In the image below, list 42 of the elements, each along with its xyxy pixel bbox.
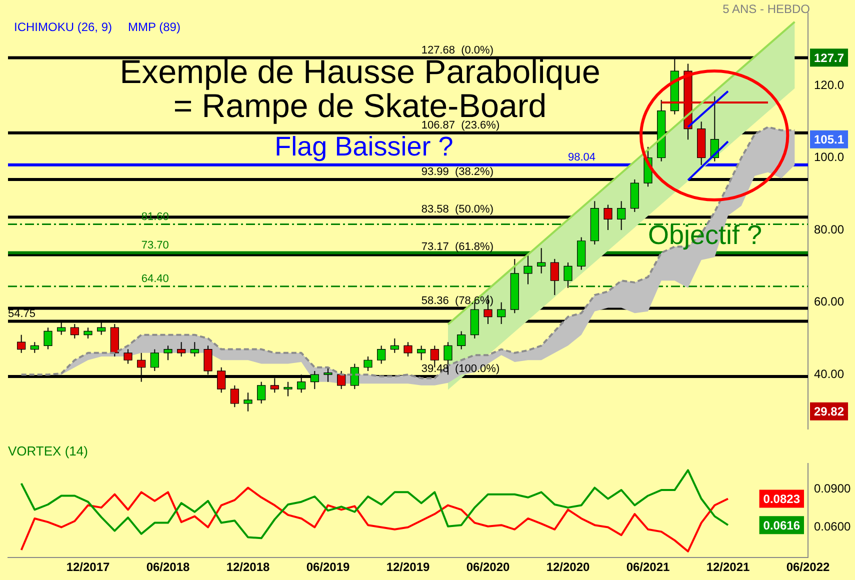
y-tick-label: 60.00	[814, 294, 844, 309]
y-tick-label: 100.0	[814, 150, 844, 164]
y-tick-label: 80.00	[814, 222, 844, 236]
annotation: 83.58 (50.0%)	[421, 204, 494, 216]
x-tick-label: 12/2019	[386, 560, 430, 574]
annotation: 127.7	[814, 50, 844, 65]
x-tick-label: 06/2018	[146, 560, 190, 574]
x-tick-label: 12/2021	[706, 560, 750, 574]
x-tick-label: 12/2018	[226, 560, 270, 574]
annotation: 64.40	[141, 272, 169, 285]
candlestick	[550, 258, 559, 296]
annotation: 106.87 (23.6%)	[421, 119, 500, 132]
candlestick	[457, 330, 466, 350]
x-tick-label: 12/2017	[66, 560, 110, 574]
annotation: 0.0823	[763, 492, 800, 506]
annotation: ICHIMOKU (26, 9)	[14, 20, 112, 34]
annotation: Flag Baissier ?	[274, 131, 454, 162]
annotation: 29.82	[814, 404, 844, 419]
x-tick-label: 06/2020	[466, 560, 510, 574]
annotation: MMP (89)	[128, 20, 180, 34]
annotation: 98.04	[568, 151, 596, 164]
x-tick-label: 06/2021	[626, 560, 670, 574]
annotation: 81.60	[141, 210, 169, 223]
y-tick-label: 40.00	[814, 366, 844, 381]
candlestick	[150, 348, 159, 372]
x-tick-label: 06/2019	[306, 560, 350, 574]
x-tick-label: 06/2022	[786, 560, 830, 574]
x-tick-label: 12/2020	[546, 560, 590, 574]
annotation: 54.75	[8, 308, 36, 320]
y-tick-label: 0.0600	[814, 519, 852, 534]
annotation: Objectif ?	[648, 220, 762, 250]
y-tick-label: 0.0900	[814, 481, 852, 496]
annotation: 73.70	[141, 239, 169, 252]
annotation: 73.17 (61.8%)	[421, 241, 494, 254]
annotation: 93.99 (38.2%)	[421, 166, 494, 178]
candlestick	[617, 200, 626, 231]
annotation: 105.1	[814, 132, 844, 147]
candlestick	[377, 345, 386, 364]
y-tick-label: 120.0	[814, 78, 844, 92]
chart-title: VORTEX (14)	[8, 443, 88, 458]
annotation: 0.0616	[763, 518, 800, 532]
chart-subtitle: 5 ANS - HEBDO	[722, 2, 810, 16]
